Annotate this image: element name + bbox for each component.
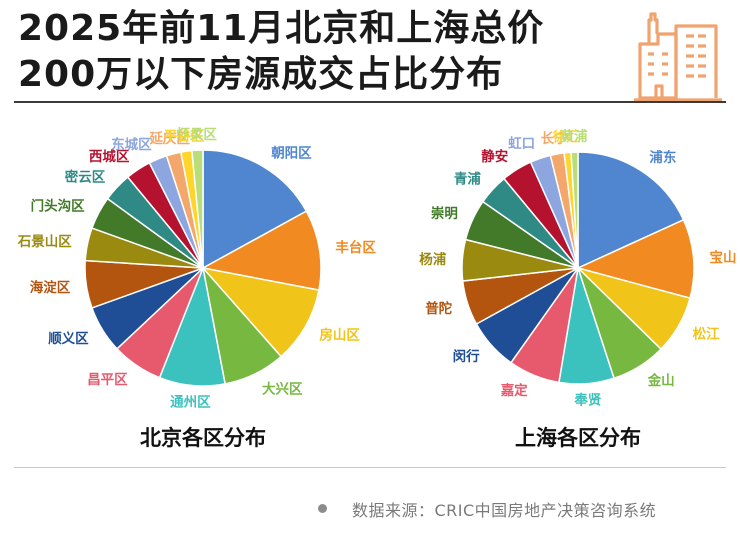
slice-label: 朝阳区	[271, 145, 312, 162]
pie-slice	[202, 149, 308, 270]
chart-title-beijing: 北京各区分布	[140, 426, 266, 450]
slice-label: 黄浦	[561, 128, 589, 145]
slice-label: 虹口	[508, 136, 535, 152]
pie-slice	[191, 149, 204, 269]
pie-slice	[200, 266, 320, 358]
title-line-1: 2025年前11月北京和上海总价	[18, 8, 545, 49]
slice-label: 西城区	[89, 148, 130, 165]
slice-label: 松江	[693, 325, 721, 342]
slice-label: 长宁	[541, 130, 568, 147]
slice-label: 大兴区	[262, 380, 303, 397]
slice-label: 密云区	[64, 168, 106, 185]
bullet-icon	[318, 504, 327, 513]
slice-label: 崇明	[431, 205, 458, 222]
slice-label: 平谷区	[164, 128, 205, 144]
title-line-2: 200万以下房源成交占比分布	[18, 54, 504, 95]
chart-title-shanghai: 上海各区分布	[515, 426, 641, 450]
slice-label: 通州区	[170, 394, 211, 410]
slice-label: 杨浦	[419, 251, 446, 268]
data-source: 数据来源：CRIC中国房地产决策咨询系统	[352, 501, 657, 520]
page-title: 2025年前11月北京和上海总价 200万以下房源成交占比分布	[18, 6, 544, 98]
title-divider	[14, 101, 726, 103]
slice-label: 门头沟区	[31, 197, 85, 214]
slice-label: 金山	[647, 372, 675, 389]
slice-label: 普陀	[425, 300, 452, 317]
slice-label: 昌平区	[87, 372, 128, 388]
slice-label: 房山区	[319, 326, 360, 343]
slice-label: 石景山区	[17, 234, 72, 250]
slice-label: 徐汇	[552, 129, 581, 146]
slice-label: 宝山	[710, 249, 737, 266]
slice-label: 嘉定	[500, 382, 528, 399]
slice-label: 东城区	[111, 136, 152, 153]
city-buildings-icon	[634, 12, 722, 102]
footer-divider	[14, 467, 726, 468]
slice-label: 静安	[481, 148, 508, 165]
pie-slice	[575, 218, 695, 300]
slice-label: 海淀区	[30, 279, 71, 296]
pie-slice	[200, 210, 322, 291]
slice-label: 奉贤	[574, 392, 602, 409]
slice-label: 顺义区	[48, 331, 89, 347]
slice-label: 青浦	[454, 171, 481, 188]
slice-label: 闵行	[453, 348, 480, 365]
pie-slice	[577, 151, 685, 270]
slice-label: 怀柔区	[176, 126, 217, 143]
slice-label: 浦东	[649, 149, 677, 166]
slice-label: 延庆区	[148, 130, 190, 147]
pie-slice	[570, 151, 579, 269]
slice-label: 丰台区	[335, 239, 376, 256]
